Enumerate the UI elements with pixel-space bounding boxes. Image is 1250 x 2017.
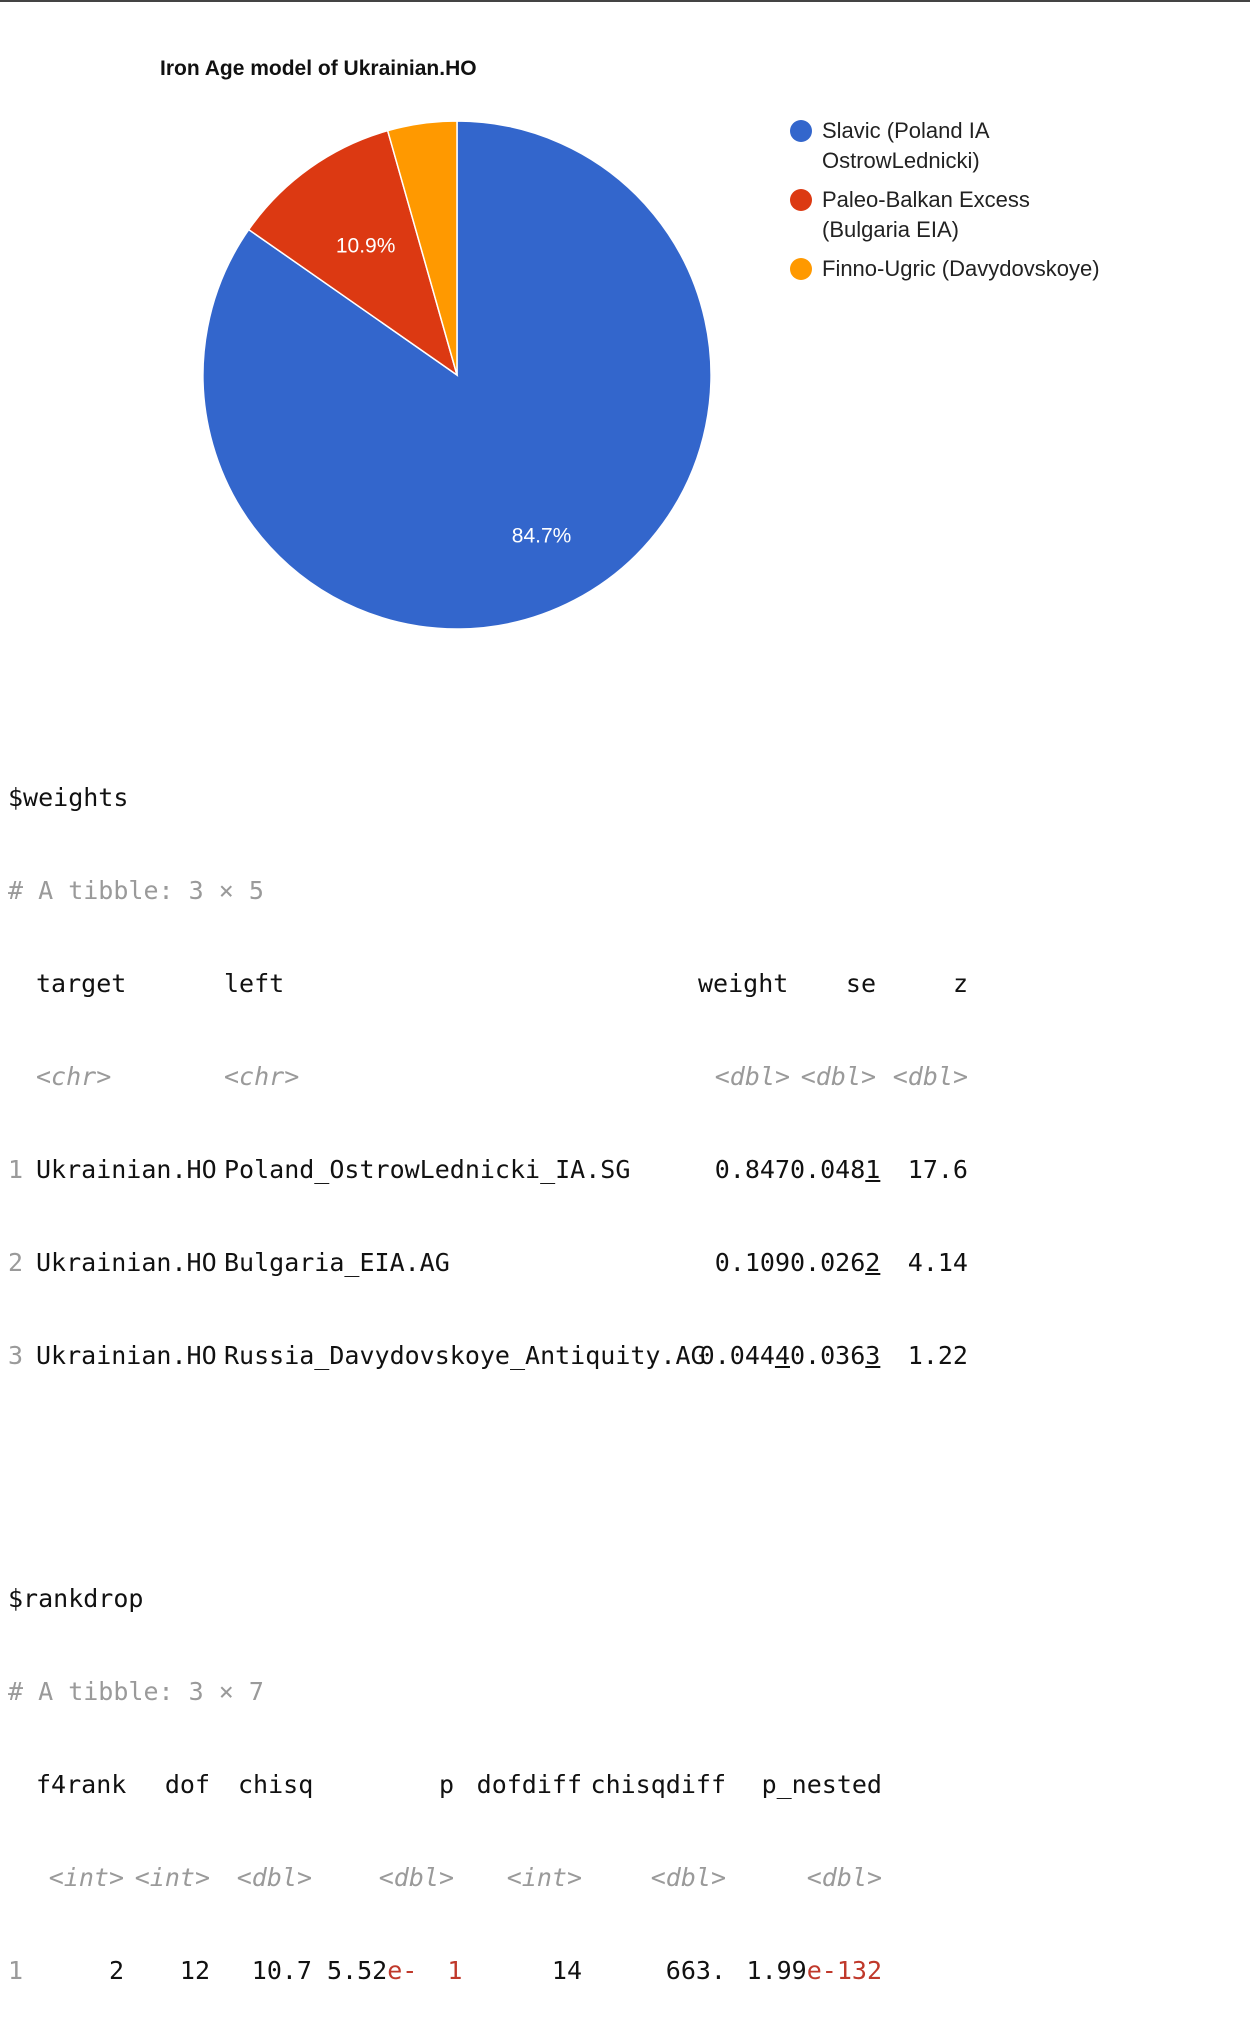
cell-p: 5.52e- 1: [312, 1953, 462, 1988]
cell-left: Poland_OstrowLednicki_IA.SG: [224, 1155, 631, 1184]
r-console-output: $weights # A tibble: 3 × 5 target left wei…: [8, 722, 968, 2017]
col-p: p: [438, 1770, 454, 1799]
pie-slice-label: 84.7%: [512, 525, 572, 548]
cell-dof: 12: [179, 1956, 210, 1985]
col-left: left: [224, 969, 285, 998]
col-se: se: [845, 969, 876, 998]
cell-p-exponent: e-: [387, 1956, 418, 1985]
col-p-nested: p_nested: [761, 1770, 882, 1799]
row-number: 2: [8, 1248, 24, 1277]
row-number: 3: [8, 1341, 24, 1370]
cell-target: Ukrainian.HO: [36, 1341, 217, 1370]
col-dof: dof: [164, 1770, 210, 1799]
weights-column-types: <chr> <chr> <dbl> <dbl> <dbl>: [8, 1059, 968, 1094]
table-row: 2 Ukrainian.HO Bulgaria_EIA.AG 0.1090.0262 4…: [8, 1245, 968, 1280]
cell-se: 0.0262: [790, 1245, 880, 1280]
cell-weight: 0.847: [714, 1155, 790, 1184]
legend-label: Finno-Ugric (Davydovskoye): [822, 256, 1100, 281]
legend-label: Paleo-Balkan Excess (Bulgaria EIA): [822, 187, 1030, 242]
col-z: z: [952, 969, 968, 998]
table-row: 3 Ukrainian.HO Russia_Davydovskoye_Antiqui…: [8, 1338, 968, 1373]
type-dof: <int>: [134, 1863, 210, 1892]
cell-chisqdiff: 663.: [665, 1956, 726, 1985]
top-border: [0, 0, 1250, 2]
weights-tibble-info: # A tibble: 3 × 5: [8, 876, 264, 905]
cell-z: 4.14: [907, 1248, 968, 1277]
legend-label: Slavic (Poland IA OstrowLednicki): [822, 118, 989, 173]
type-z: <dbl>: [892, 1062, 968, 1091]
col-f4rank: f4rank: [36, 1770, 127, 1799]
cell-se: 0.0363: [790, 1338, 880, 1373]
cell-target: Ukrainian.HO: [36, 1155, 217, 1184]
cell-f4rank: 2: [108, 1956, 124, 1985]
cell-target: Ukrainian.HO: [36, 1248, 217, 1277]
table-row: 1 Ukrainian.HO Poland_OstrowLednicki_IA.SG…: [8, 1152, 968, 1187]
cell-weight: 0.109: [714, 1248, 790, 1277]
type-se: <dbl>: [800, 1062, 876, 1091]
col-dofdiff: dofdiff: [476, 1770, 582, 1799]
cell-chisq: 10.7: [251, 1956, 312, 1985]
row-number: 1: [8, 1956, 24, 1985]
type-dofdiff: <int>: [506, 1863, 582, 1892]
row-number: 1: [8, 1155, 24, 1184]
cell-left: Bulgaria_EIA.AG: [224, 1248, 450, 1277]
col-chisq: chisq: [238, 1770, 314, 1799]
chart-legend: Slavic (Poland IA OstrowLednicki) Paleo-…: [790, 116, 1122, 293]
table-row: 1 2 12 10.7 5.52e- 1 14 663. 1.99e-132: [8, 1953, 968, 1988]
cell-weight: 0.0444: [698, 1338, 790, 1373]
cell-p-nested-exponent: e-132: [806, 1956, 882, 1985]
type-left: <chr>: [224, 1062, 300, 1091]
pie-slice-finno-ugric: [386, 120, 458, 376]
cell-dofdiff: 14: [551, 1956, 582, 1985]
rankdrop-column-headers: f4rank dof chisq p dofdiff chisqdiff p_nested: [8, 1767, 968, 1802]
weights-column-headers: target left weight se z: [8, 966, 968, 1001]
col-target: target: [36, 969, 127, 998]
pie-chart: 84.7% 10.9%: [202, 120, 712, 630]
type-target: <chr>: [36, 1062, 112, 1091]
cell-p-nested-mantissa: 1.99: [746, 1956, 807, 1985]
legend-item-finno-ugric: Finno-Ugric (Davydovskoye): [790, 254, 1122, 284]
cell-weight-digits: 0.044: [699, 1341, 775, 1370]
cell-z: 17.6: [907, 1155, 968, 1184]
legend-swatch-finno-ugric: [790, 258, 812, 280]
rankdrop-column-types: <int> <int> <dbl> <dbl> <int> <dbl> <dbl>: [8, 1860, 968, 1895]
cell-z: 1.22: [907, 1341, 968, 1370]
legend-item-slavic: Slavic (Poland IA OstrowLednicki): [790, 116, 1122, 176]
rankdrop-tibble-info: # A tibble: 3 × 7: [8, 1677, 264, 1706]
cell-se-digits: 0.036: [790, 1341, 866, 1370]
cell-left: Russia_Davydovskoye_Antiquity.AG: [224, 1341, 706, 1370]
weights-header: $weights: [8, 783, 129, 812]
legend-item-paleo-balkan: Paleo-Balkan Excess (Bulgaria EIA): [790, 185, 1122, 245]
type-weight: <dbl>: [714, 1062, 790, 1091]
type-chisq: <dbl>: [236, 1863, 312, 1892]
type-chisqdiff: <dbl>: [650, 1863, 726, 1892]
cell-se-digits: 0.048: [790, 1155, 866, 1184]
cell-se: 0.0481: [790, 1152, 880, 1187]
cell-se-digits: 0.026: [790, 1248, 866, 1277]
col-chisqdiff: chisqdiff: [590, 1770, 726, 1799]
cell-weight-underlined: 4: [774, 1341, 790, 1370]
cell-p-mantissa: 5.52: [327, 1956, 388, 1985]
legend-swatch-paleo-balkan: [790, 189, 812, 211]
col-weight: weight: [698, 969, 789, 998]
rankdrop-header: $rankdrop: [8, 1584, 144, 1613]
legend-swatch-slavic: [790, 120, 812, 142]
type-f4rank: <int>: [48, 1863, 124, 1892]
pie-slice-label: 10.9%: [336, 234, 396, 257]
type-p: <dbl>: [378, 1863, 454, 1892]
type-p-nested: <dbl>: [806, 1863, 882, 1892]
cell-p-nested: 1.99e-132: [726, 1953, 882, 1988]
chart-title: Iron Age model of Ukrainian.HO: [160, 57, 477, 80]
